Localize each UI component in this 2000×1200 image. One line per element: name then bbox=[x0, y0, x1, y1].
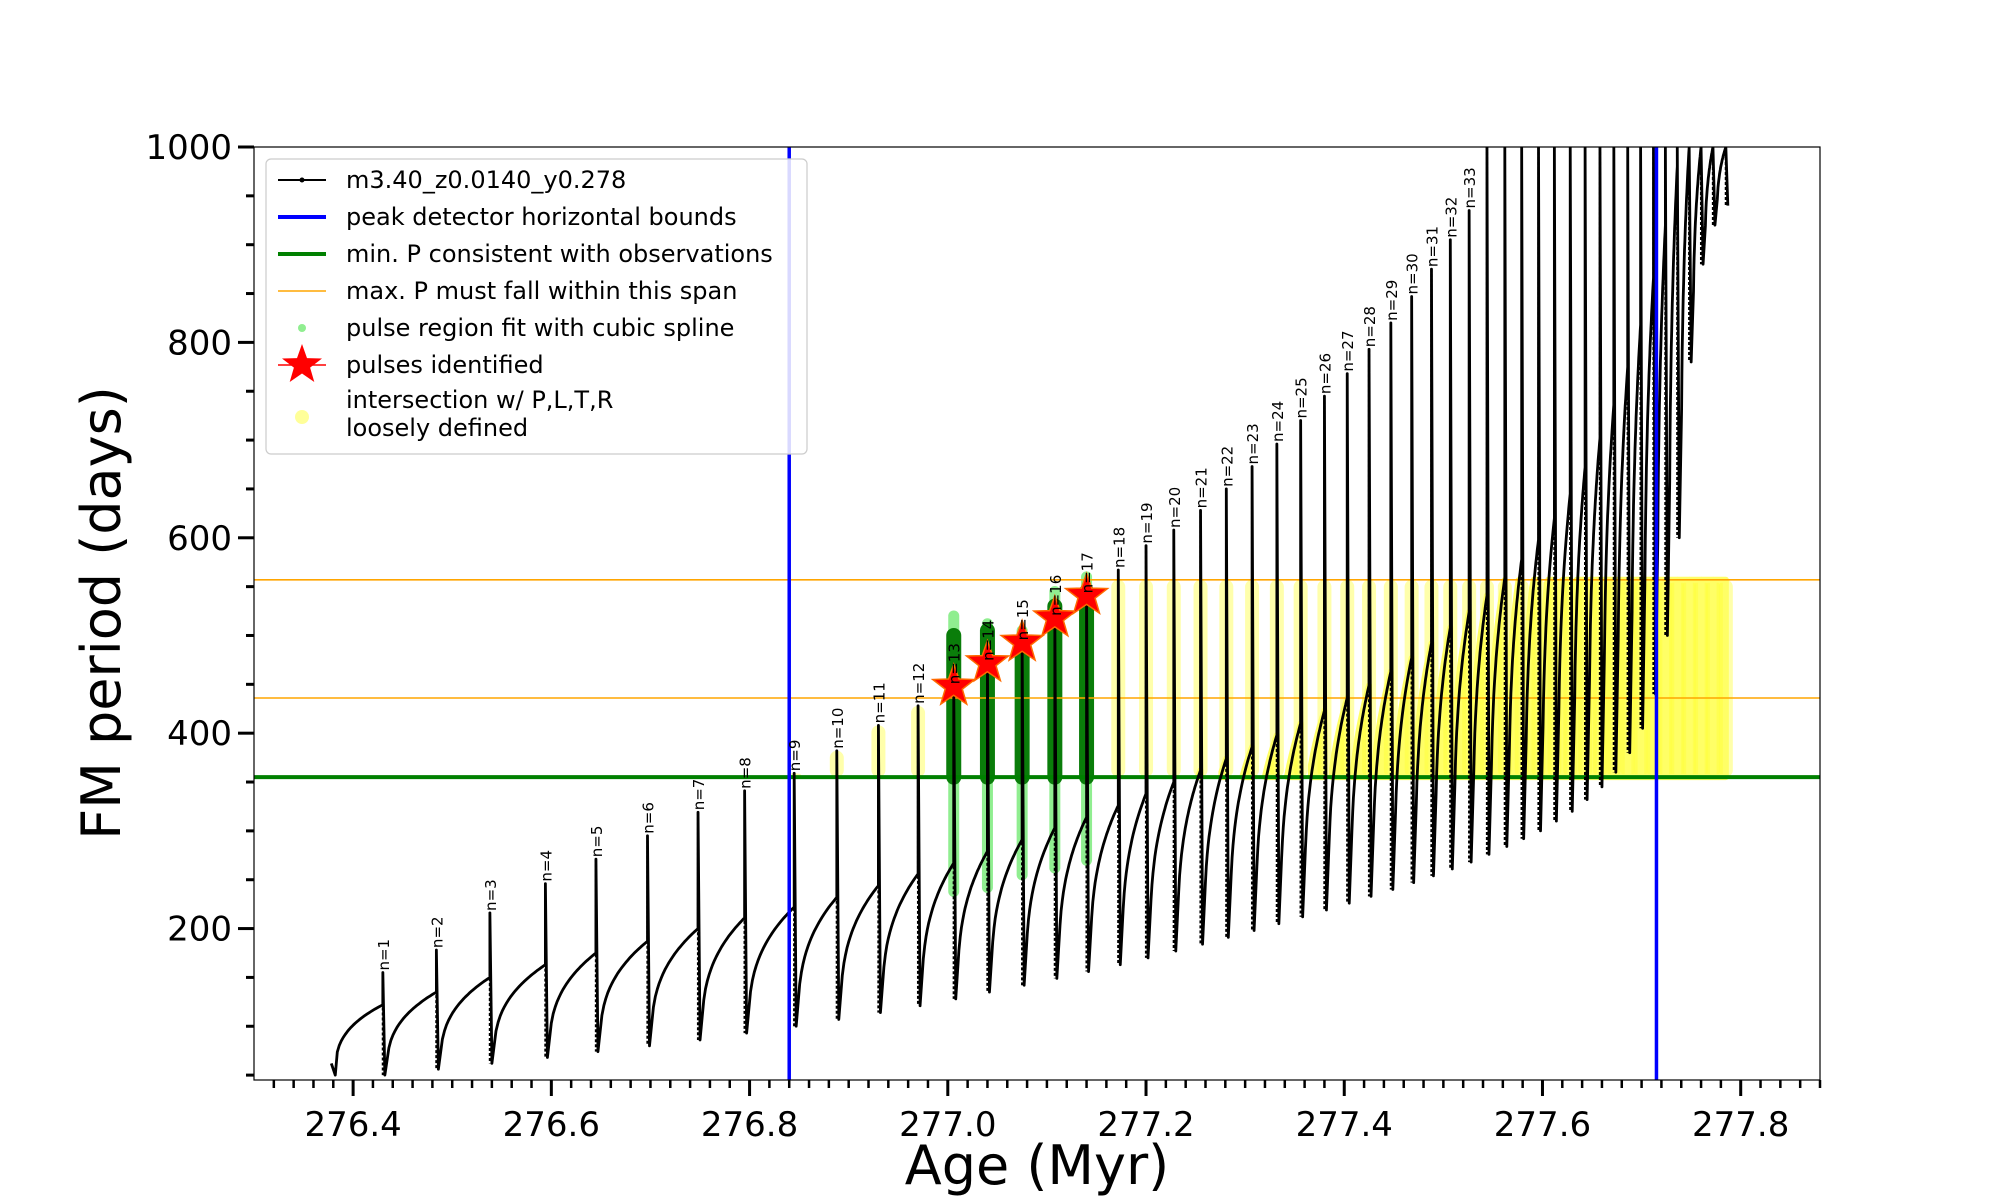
plot-frame bbox=[253, 146, 1821, 1081]
y-axis-title: FM period (days) bbox=[70, 386, 133, 840]
identified-pulse-star bbox=[999, 618, 1046, 662]
legend-marker bbox=[282, 344, 322, 382]
y-tick-label: 1000 bbox=[145, 128, 232, 168]
pulse-label: n=9 bbox=[786, 740, 804, 772]
y-tick-label: 200 bbox=[167, 910, 232, 950]
x-tick-label: 277.4 bbox=[1296, 1105, 1393, 1145]
pulse-label: n=14 bbox=[979, 620, 997, 661]
pulse-label: n=11 bbox=[870, 682, 888, 723]
y-axis: 200 400 600 800 1000 bbox=[145, 128, 254, 1077]
legend-marker bbox=[298, 324, 306, 332]
pulse-label: n=32 bbox=[1442, 197, 1460, 238]
pulse-label: n=30 bbox=[1404, 253, 1422, 294]
x-axis: 276.4 276.6 276.8 277.0 277.2 277.4 277.6 277.8 bbox=[272, 1080, 1822, 1145]
legend-marker-dot bbox=[299, 177, 305, 183]
identified-pulse-star bbox=[1031, 593, 1078, 638]
pulse-label: n=25 bbox=[1293, 377, 1311, 418]
plot-area bbox=[254, 147, 1820, 1080]
y-tick-label: 800 bbox=[167, 323, 232, 363]
pulse-label: n=15 bbox=[1014, 599, 1032, 640]
y-tick-label: 400 bbox=[167, 714, 232, 754]
legend-label: intersection w/ P,L,T,R bbox=[346, 386, 613, 414]
x-tick-label: 276.4 bbox=[304, 1105, 401, 1145]
pulse-label: n=13 bbox=[946, 643, 964, 684]
pulse-label: n=33 bbox=[1461, 167, 1479, 208]
x-tick-label: 277.2 bbox=[1097, 1105, 1194, 1145]
legend-label: pulses identified bbox=[346, 351, 544, 379]
legend-label: pulse region fit with cubic spline bbox=[346, 314, 734, 342]
pulse-label: n=23 bbox=[1244, 423, 1262, 464]
legend-label: min. P consistent with observations bbox=[346, 240, 773, 268]
legend-marker bbox=[295, 410, 309, 424]
legend-label-line2: loosely defined bbox=[346, 414, 528, 442]
identified-pulse-star bbox=[964, 638, 1011, 683]
pulse-label: n=3 bbox=[482, 879, 500, 911]
x-tick-label: 277.0 bbox=[899, 1105, 996, 1145]
period-curve bbox=[329, 147, 1730, 1077]
intersection-region-fill bbox=[1710, 576, 1729, 781]
pulse-labels: n=1 n=2 n=3 n=4 n=5 n=6 n=7 n=8 n=9 n=10 n=11 n=12 n… bbox=[375, 167, 1479, 970]
y-tick-label: 600 bbox=[167, 519, 232, 559]
pulse-label: n=4 bbox=[537, 850, 555, 882]
pulse-label: n=19 bbox=[1138, 502, 1156, 543]
pulse-label: n=6 bbox=[639, 802, 657, 834]
pulse-label: n=7 bbox=[690, 779, 708, 811]
pulse-label: n=16 bbox=[1047, 575, 1065, 616]
pulse-label: n=1 bbox=[375, 939, 393, 971]
pulse-label: n=26 bbox=[1316, 353, 1334, 394]
pulse-label: n=24 bbox=[1269, 401, 1287, 442]
legend-label: peak detector horizontal bounds bbox=[346, 203, 737, 231]
identified-pulse-star bbox=[930, 662, 977, 706]
identified-pulse-star bbox=[1063, 571, 1110, 616]
pulse-label: n=18 bbox=[1110, 527, 1128, 568]
pulse-label: n=29 bbox=[1383, 280, 1401, 321]
pulse-label: n=2 bbox=[428, 916, 446, 948]
pulse-label: n=5 bbox=[588, 826, 606, 858]
x-axis-title: Age (Myr) bbox=[905, 1134, 1170, 1197]
x-tick-label: 277.6 bbox=[1494, 1105, 1591, 1145]
x-tick-label: 276.6 bbox=[503, 1105, 600, 1145]
x-tick-label: 276.8 bbox=[701, 1105, 798, 1145]
pulse-label: n=10 bbox=[829, 708, 847, 749]
pulse-label: n=27 bbox=[1339, 330, 1357, 371]
pulse-label: n=21 bbox=[1193, 467, 1211, 508]
legend-box bbox=[265, 158, 808, 455]
identified-pulse-stars bbox=[930, 571, 1110, 706]
pulse-label: n=12 bbox=[910, 663, 928, 704]
x-tick-label: 277.8 bbox=[1692, 1105, 1789, 1145]
pulse-label: n=20 bbox=[1166, 487, 1184, 528]
period-curve-line bbox=[329, 147, 1730, 1077]
pulse-label: n=22 bbox=[1218, 446, 1236, 487]
pulse-label: n=8 bbox=[737, 757, 755, 789]
legend-label: m3.40_z0.0140_y0.278 bbox=[346, 166, 626, 194]
pulse-label: n=31 bbox=[1423, 226, 1441, 267]
pulse-label: n=17 bbox=[1079, 552, 1097, 593]
legend-label: max. P must fall within this span bbox=[346, 277, 737, 305]
pulse-label: n=28 bbox=[1361, 306, 1379, 347]
